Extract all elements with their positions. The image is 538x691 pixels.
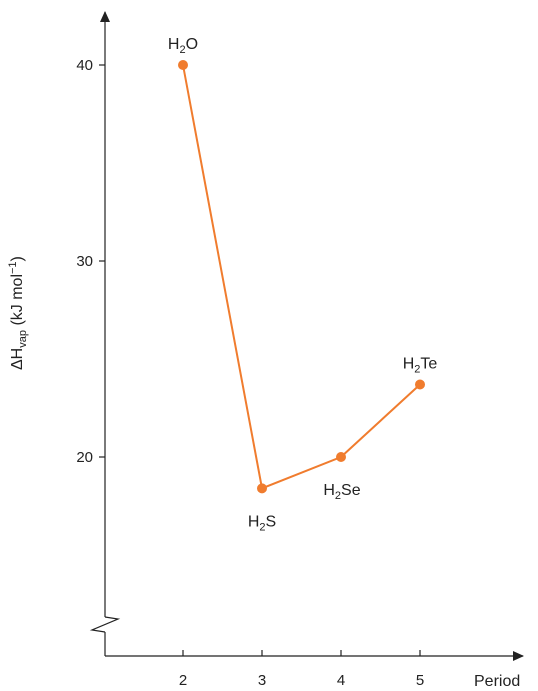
data-point <box>257 483 267 494</box>
y-axis-title-sup: −1 <box>7 261 19 274</box>
label-tail: Se <box>341 482 361 499</box>
data-point-label: H2S <box>248 513 276 533</box>
label-base: H <box>248 513 260 530</box>
data-point <box>178 60 188 70</box>
label-subscript: 2 <box>179 44 185 56</box>
y-tick-label: 40 <box>76 57 93 74</box>
x-ticks: 2 3 4 5 <box>179 650 424 689</box>
y-axis-title-rest: (kJ mol <box>9 274 26 330</box>
label-base: H <box>403 355 415 372</box>
label-subscript: 2 <box>335 490 341 502</box>
label-tail: S <box>266 513 277 530</box>
y-tick-label: 30 <box>76 253 93 270</box>
label-subscript: 2 <box>414 363 420 375</box>
data-point-label: H2O <box>168 36 198 56</box>
label-base: H <box>323 482 335 499</box>
x-tick-label: 4 <box>337 672 345 689</box>
y-axis-title-sub: vap <box>17 330 29 348</box>
x-tick-label: 5 <box>416 672 424 689</box>
data-point-label: H2Se <box>323 482 360 502</box>
x-tick-label: 2 <box>179 672 187 689</box>
data-point <box>415 379 425 390</box>
label-base: H <box>168 36 180 53</box>
label-tail: Te <box>420 355 437 372</box>
y-axis-break <box>89 616 121 633</box>
y-axis-title: ΔHvap (kJ mol−1) <box>7 256 29 370</box>
label-tail: O <box>186 36 198 53</box>
y-axis-title-base: ΔH <box>9 348 26 370</box>
y-ticks: 20 30 40 <box>76 57 105 466</box>
label-subscript: 2 <box>259 521 265 533</box>
data-point-label: H2Te <box>403 355 438 375</box>
y-axis-title-end: ) <box>9 256 26 261</box>
y-tick-label: 20 <box>76 449 93 466</box>
axes <box>89 11 524 661</box>
series-line <box>182 64 421 490</box>
data-point <box>336 452 346 462</box>
x-axis-title: Period <box>474 673 520 690</box>
x-tick-label: 3 <box>258 672 266 689</box>
